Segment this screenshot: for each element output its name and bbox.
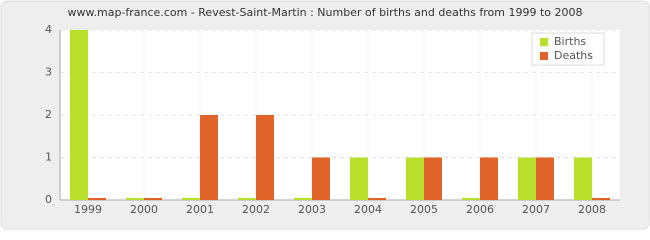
legend-label: Deaths: [554, 49, 593, 62]
bar: [462, 198, 480, 200]
x-tick-label: 2000: [130, 203, 158, 216]
x-tick-label: 2006: [466, 203, 494, 216]
y-tick-label: 1: [45, 151, 52, 164]
x-tick-label: 2008: [578, 203, 606, 216]
bar: [256, 115, 274, 200]
bar: [294, 198, 312, 200]
bar: [350, 157, 368, 200]
bar: [574, 157, 592, 200]
bar: [480, 157, 498, 200]
legend-label: Births: [554, 35, 586, 48]
legend-swatch: [540, 52, 548, 60]
chart-title: www.map-france.com - Revest-Saint-Martin…: [68, 6, 583, 19]
chart: www.map-france.com - Revest-Saint-Martin…: [0, 0, 650, 230]
bar: [406, 157, 424, 200]
bar: [144, 198, 162, 200]
x-tick-label: 2001: [186, 203, 214, 216]
bar: [518, 157, 536, 200]
bar: [70, 30, 88, 200]
bar: [238, 198, 256, 200]
y-tick-label: 3: [45, 66, 52, 79]
bar: [368, 198, 386, 200]
legend-swatch: [540, 38, 548, 46]
bar: [182, 198, 200, 200]
bar: [126, 198, 144, 200]
x-tick-label: 2002: [242, 203, 270, 216]
x-tick-label: 2005: [410, 203, 438, 216]
x-tick-label: 2003: [298, 203, 326, 216]
bar: [424, 157, 442, 200]
y-tick-label: 4: [45, 23, 52, 36]
bar: [88, 198, 106, 200]
y-tick-label: 2: [45, 108, 52, 121]
x-tick-label: 2007: [522, 203, 550, 216]
x-tick-label: 2004: [354, 203, 382, 216]
y-tick-label: 0: [45, 193, 52, 206]
x-tick-label: 1999: [74, 203, 102, 216]
bar: [312, 157, 330, 200]
bar: [200, 115, 218, 200]
bar: [536, 157, 554, 200]
bar: [592, 198, 610, 200]
